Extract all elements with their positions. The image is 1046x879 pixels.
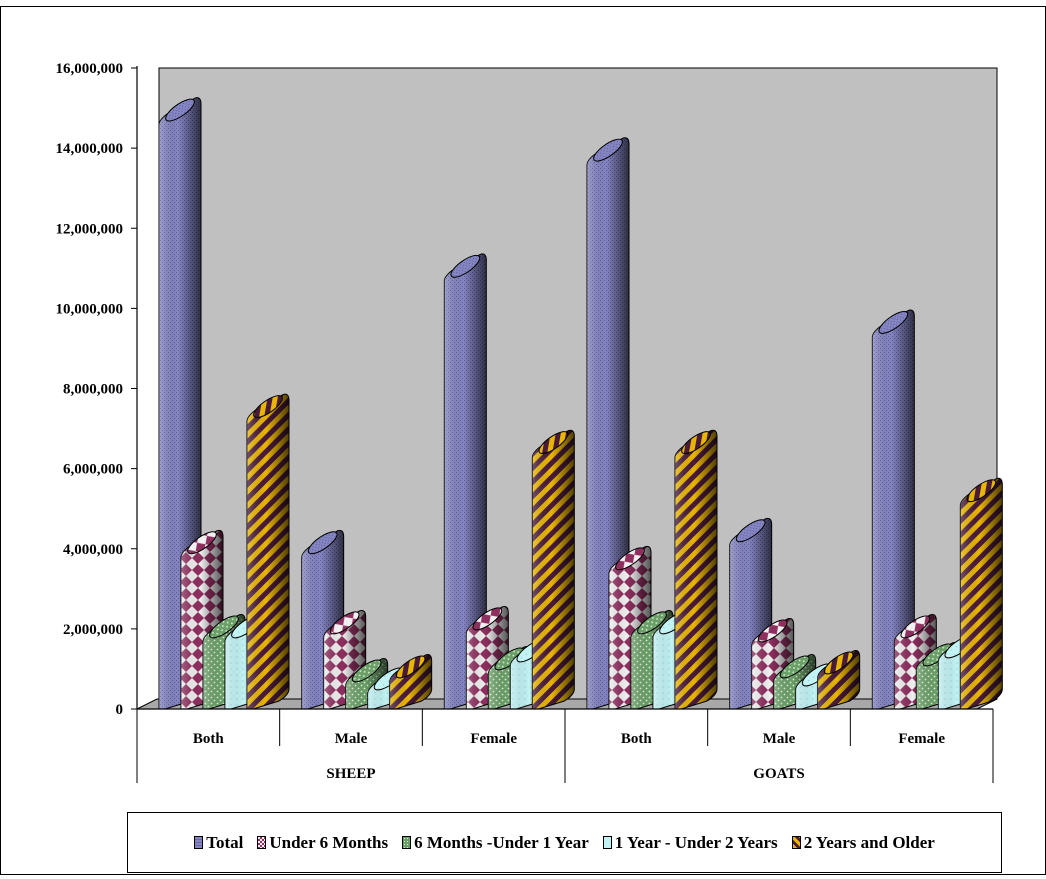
y-tick-label: 10,000,000 xyxy=(56,301,124,317)
y-tick-label: 12,000,000 xyxy=(56,221,124,237)
bar-total xyxy=(871,309,915,710)
x-category-label: Female xyxy=(898,731,945,747)
legend: Total Under 6 Months 6 Months -Under 1 Yea… xyxy=(127,812,1002,873)
y-tick-label: 14,000,000 xyxy=(56,141,124,157)
bar-2-years-and-older xyxy=(674,429,718,710)
y-tick-label: 2,000,000 xyxy=(63,622,123,638)
plot-back-wall xyxy=(158,67,998,700)
bar-total xyxy=(443,253,487,710)
legend-swatch xyxy=(791,836,801,849)
bar-2-years-and-older xyxy=(531,429,575,710)
legend-item: 6 Months -Under 1 Year xyxy=(402,833,589,853)
y-tick-label: 0 xyxy=(116,702,124,718)
legend-item: 1 Year - Under 2 Years xyxy=(602,832,778,853)
bar-2-years-and-older xyxy=(817,650,861,710)
x-category-label: Male xyxy=(335,731,368,747)
y-tick-label: 6,000,000 xyxy=(63,462,123,478)
y-tick-label: 4,000,000 xyxy=(63,542,123,558)
legend-label: 6 Months -Under 1 Year xyxy=(414,832,589,852)
x-category-label: Male xyxy=(763,731,796,747)
bar-2-years-and-older xyxy=(246,393,290,710)
x-group-label: SHEEP xyxy=(326,766,375,782)
legend-swatch xyxy=(194,836,204,849)
legend-label: Under 6 Months xyxy=(269,832,389,852)
x-group-label: GOATS xyxy=(753,766,804,782)
bar-2-years-and-older xyxy=(959,477,1003,710)
y-tick-label: 8,000,000 xyxy=(63,382,123,398)
x-category-label: Both xyxy=(193,731,225,747)
bar-2-years-and-older xyxy=(389,654,433,710)
legend-item: 2 Years and Older xyxy=(791,832,935,853)
legend-swatch xyxy=(257,836,267,849)
legend-label: Total xyxy=(206,832,244,852)
legend-swatch xyxy=(402,836,412,849)
legend-item: Total xyxy=(194,833,243,853)
legend-swatch xyxy=(602,836,612,849)
x-category-label: Both xyxy=(621,731,653,747)
y-tick-label: 16,000,000 xyxy=(56,61,124,77)
legend-item: Under 6 Months xyxy=(257,833,388,853)
x-category-label: Female xyxy=(470,731,517,747)
legend-label: 2 Years and Older xyxy=(803,832,935,852)
legend-label: 1 Year - Under 2 Years xyxy=(614,832,778,852)
